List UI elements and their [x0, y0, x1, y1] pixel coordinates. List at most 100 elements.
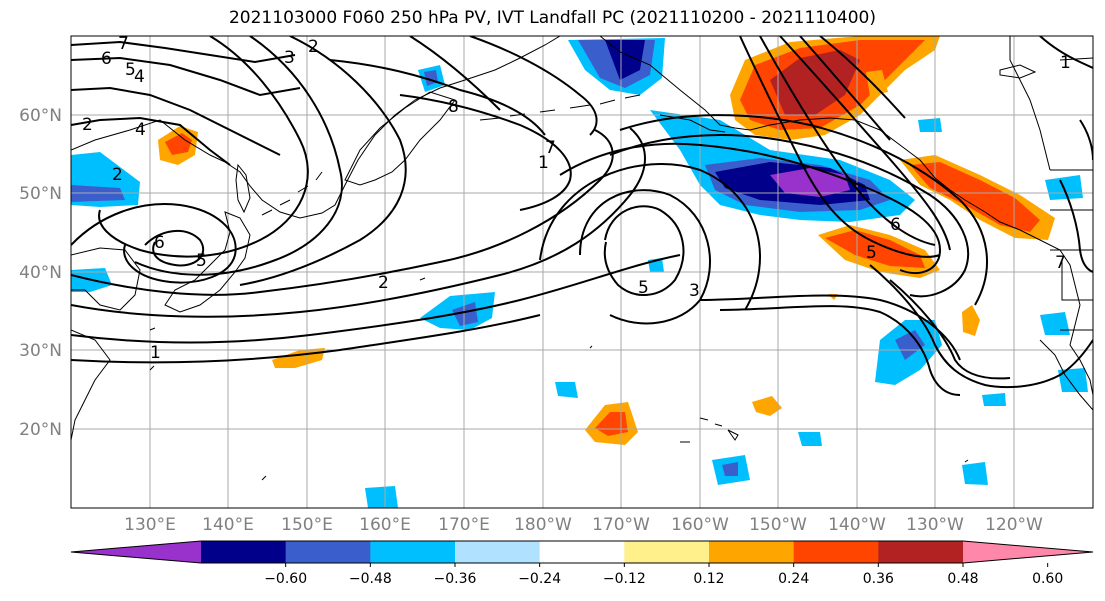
shading-negative: [895, 330, 925, 360]
contour-line: [71, 254, 681, 344]
lon-label: 170°W: [592, 515, 650, 535]
contour-label: 2: [378, 273, 389, 293]
coastline: [1039, 339, 1093, 411]
coastline: [479, 94, 641, 121]
contour-line: [144, 229, 205, 267]
contour-label: 1: [150, 343, 161, 363]
coastline: [149, 277, 969, 481]
contour-line: [71, 129, 614, 296]
pv-shading: [71, 36, 1088, 508]
contour-line: [759, 36, 936, 246]
colorbar-cell: [455, 541, 541, 563]
contour-line: [71, 116, 231, 166]
contour-label: 5: [638, 278, 649, 298]
pv-contours: [71, 36, 1093, 396]
contour-label: 4: [134, 67, 145, 87]
lat-label: 60°N: [19, 106, 62, 126]
lat-label: 20°N: [19, 420, 62, 440]
contour-label: 3: [284, 48, 295, 68]
colorbar-tick-label: 0.48: [947, 571, 978, 587]
shading-negative: [962, 462, 988, 485]
contour-label: 7: [1055, 253, 1066, 273]
coastline: [344, 91, 456, 186]
shading-negative: [555, 382, 578, 398]
coastline: [164, 211, 251, 313]
map-title: 2021103000 F060 250 hPa PV, IVT Landfall…: [228, 8, 876, 28]
contour-label: 5: [196, 251, 207, 271]
contour-line: [98, 36, 309, 258]
lat-label: 50°N: [19, 184, 62, 204]
contour-line: [609, 134, 970, 298]
contour-line: [539, 163, 761, 311]
shading-negative: [365, 486, 398, 508]
colorbar-cells: [70, 540, 1094, 564]
shading-positive: [165, 133, 192, 155]
contour-label: 7: [545, 138, 556, 158]
contour-line: [559, 142, 942, 275]
colorbar-tick-label: 0.36: [863, 571, 894, 587]
shading-negative: [452, 302, 478, 326]
contour-line: [71, 86, 281, 156]
lon-label: 180°W: [514, 515, 572, 535]
contour-label: 6: [154, 233, 165, 253]
coastline: [71, 329, 111, 441]
shading-positive: [962, 305, 980, 336]
colorbar-cell: [370, 541, 456, 563]
shading-negative: [1058, 368, 1088, 392]
contour-line: [71, 203, 237, 284]
colorbar-cell: [624, 541, 710, 563]
contour-label: 8: [448, 97, 459, 117]
contour-label: 2: [82, 115, 93, 135]
colorbar-tick-label: 0.60: [1032, 571, 1063, 587]
map-frame: [70, 35, 1094, 509]
contour-line: [719, 305, 961, 396]
colorbar-cell: [539, 541, 625, 563]
contour-label: 5: [866, 243, 877, 263]
shading-negative: [798, 432, 822, 446]
colorbar-tick-label: 0.24: [778, 571, 809, 587]
contour-label: 2: [308, 37, 319, 57]
colorbar-cell: [709, 541, 795, 563]
lon-label: 140°W: [828, 515, 886, 535]
lon-label: 130°W: [906, 515, 964, 535]
shading-positive: [595, 412, 628, 436]
contour-line: [869, 264, 1093, 389]
lat-label: 30°N: [19, 341, 62, 361]
coastline: [71, 247, 141, 311]
contour-line: [1059, 179, 1093, 273]
contour-label: 1: [538, 153, 549, 173]
contour-line: [819, 36, 906, 119]
colorbar-outline: [70, 540, 1094, 564]
shading-negative: [918, 118, 942, 132]
shading-negative: [1040, 312, 1070, 335]
shading-positive: [910, 162, 1040, 232]
contour-label: 2: [112, 165, 123, 185]
shading-positive: [825, 230, 925, 268]
coastline: [235, 163, 251, 214]
lon-label: 120°W: [985, 515, 1043, 535]
coastline: [1059, 57, 1093, 61]
colorbar-cell: [793, 541, 879, 563]
colorbar-cell: [201, 541, 287, 563]
colorbar-tick-label: −0.48: [349, 571, 392, 587]
colorbar-tick-label: 0.12: [693, 571, 724, 587]
colorbar-cell: [285, 541, 371, 563]
colorbar-cell: [878, 541, 964, 563]
shading-positive: [752, 396, 782, 416]
contour-line: [779, 36, 951, 251]
gridlines: [71, 36, 1093, 508]
lat-label: 40°N: [19, 263, 62, 283]
map-area: 7 6 5 4 2 3 8 2 4 2 5 6 1 7 2 5 3 5 6 1 …: [71, 36, 1093, 508]
contour-line: [409, 36, 501, 111]
contour-line: [603, 205, 685, 297]
shading-negative: [605, 40, 645, 80]
colorbar-extend-max: [963, 541, 1093, 563]
contour-line: [799, 36, 891, 141]
colorbar-extend-min: [71, 541, 201, 563]
lon-label: 150°E: [281, 515, 333, 535]
lon-label: 130°E: [124, 515, 176, 535]
lon-labels: 130°E 140°E 150°E 160°E 170°E 180°W 170°…: [124, 515, 1043, 535]
lon-label: 160°E: [359, 515, 411, 535]
contour-line: [579, 189, 711, 325]
contour-labels: 7 6 5 4 2 3 8 2 4 2 5 6 1 7 2 5 3 5 6 1 …: [82, 36, 1071, 363]
